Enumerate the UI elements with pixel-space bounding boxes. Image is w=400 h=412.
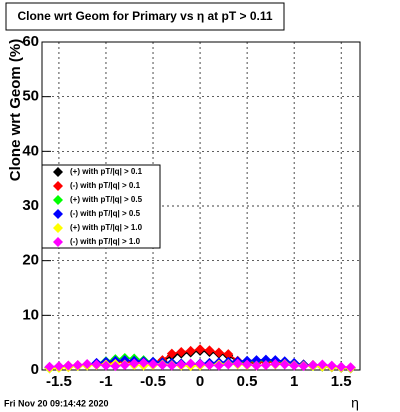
chart-title: Clone wrt Geom for Primary vs η at pT > … (17, 9, 272, 23)
legend-marker (53, 209, 63, 219)
data-point (44, 361, 55, 372)
data-point (148, 358, 159, 369)
data-point (204, 345, 215, 356)
x-axis-label: η (351, 395, 359, 411)
data-point (53, 361, 64, 372)
legend-label: (-) with pT/|q| > 0.5 (70, 209, 141, 218)
data-point (317, 359, 328, 370)
data-point (232, 358, 243, 369)
y-tick-label: 0 (31, 361, 39, 378)
y-axis-label: Clone wrt Geom (%) (7, 39, 24, 182)
data-point (176, 359, 187, 370)
y-tick-label: 10 (22, 306, 39, 323)
legend-marker (53, 223, 63, 233)
data-point (223, 349, 234, 360)
data-point (213, 360, 224, 371)
data-point (289, 360, 300, 371)
x-tick-label: 0.5 (237, 373, 258, 390)
y-tick-label: 20 (22, 252, 39, 269)
legend-label: (+) with pT/|q| > 1.0 (70, 223, 143, 232)
x-tick-label: -1 (99, 373, 112, 390)
x-tick-label: 1.5 (331, 373, 352, 390)
legend-box (41, 164, 161, 249)
data-point (204, 360, 215, 371)
data-point (138, 357, 149, 368)
x-tick-label: -0.5 (140, 373, 166, 390)
data-point (185, 358, 196, 369)
data-point (166, 360, 177, 371)
data-point (195, 358, 206, 369)
legend-label: (-) with pT/|q| > 0.1 (70, 181, 141, 190)
data-point (270, 358, 281, 369)
x-tick-label: -1.5 (46, 373, 72, 390)
y-tick-label: 50 (22, 88, 39, 105)
data-point (91, 359, 102, 370)
data-point (223, 359, 234, 370)
footer-date: Fri Nov 20 09:14:42 2020 (4, 398, 109, 408)
legend-label: (+) with pT/|q| > 0.5 (70, 195, 143, 204)
y-tick-label: 30 (22, 197, 39, 214)
data-point (251, 355, 262, 366)
data-point (279, 359, 290, 370)
data-point (326, 360, 337, 371)
data-point (119, 360, 130, 371)
y-tick-label: 60 (22, 33, 39, 50)
data-point (260, 354, 271, 365)
legend-label: (-) with pT/|q| > 1.0 (70, 237, 141, 246)
data-point (63, 360, 74, 371)
x-tick-label: 0 (196, 373, 204, 390)
data-point (298, 361, 309, 372)
legend-marker (53, 237, 63, 247)
data-point (157, 360, 168, 371)
data-point (213, 347, 224, 358)
data-point (82, 358, 93, 369)
data-point (166, 348, 177, 359)
y-tick-label: 40 (22, 142, 39, 159)
data-point (72, 360, 83, 371)
data-point (260, 360, 271, 371)
title-box (5, 2, 285, 31)
legend-label: (+) with pT/|q| > 0.1 (70, 167, 143, 176)
legend-marker (53, 181, 63, 191)
data-point (251, 360, 262, 371)
data-point (345, 362, 356, 373)
data-point (242, 359, 253, 370)
legend-marker (53, 167, 63, 177)
data-point (100, 360, 111, 371)
data-point (336, 361, 347, 372)
data-point (195, 344, 206, 355)
data-point (176, 346, 187, 357)
data-point (110, 361, 121, 372)
data-point (129, 358, 140, 369)
legend-marker (53, 195, 63, 205)
x-tick-label: 1 (290, 373, 298, 390)
data-point (307, 360, 318, 371)
data-point (185, 345, 196, 356)
